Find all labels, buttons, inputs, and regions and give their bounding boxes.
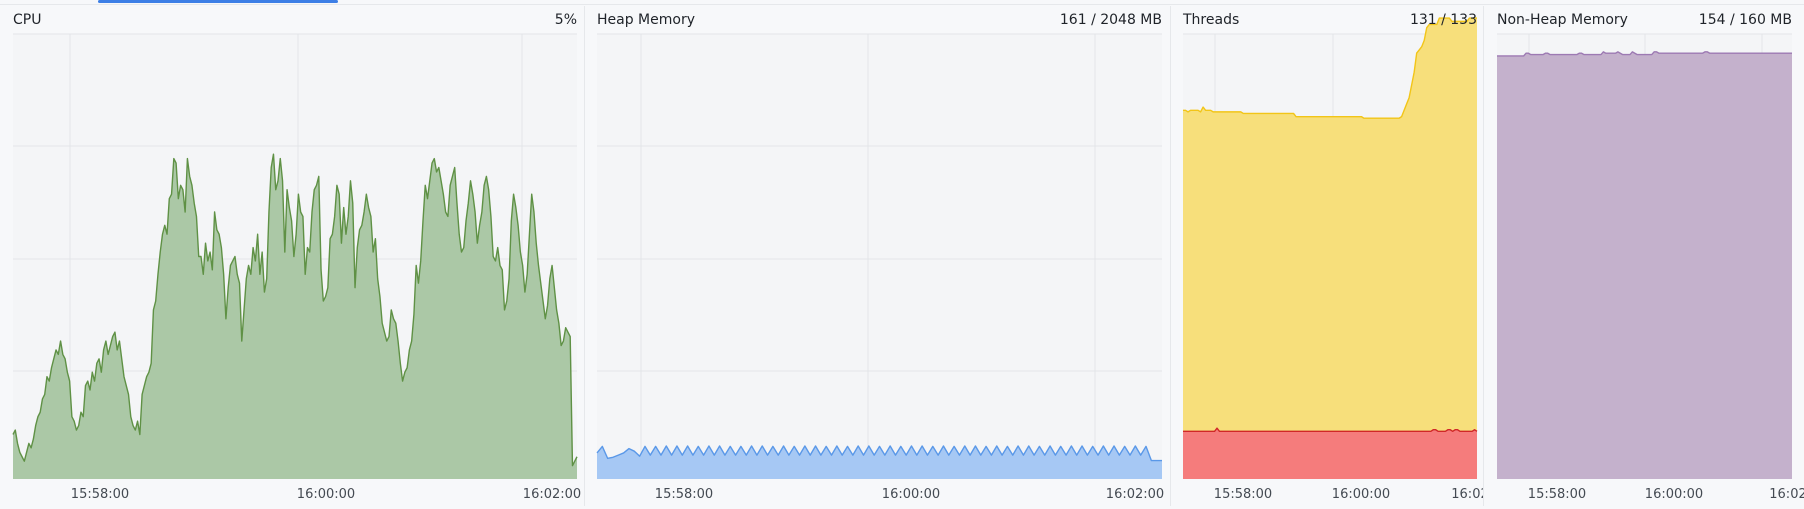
- panel-divider: [1170, 6, 1171, 506]
- top-loading-bar: [0, 0, 1804, 4]
- series-area: [1497, 51, 1792, 479]
- x-tick-label: 16:02: [1769, 487, 1804, 502]
- threads-value: 131 / 133: [1409, 12, 1477, 28]
- series-line: [12, 153, 578, 467]
- series-line: [1183, 427, 1478, 433]
- x-tick-label: 16:02:00: [1106, 487, 1164, 502]
- x-tick-label: 16:00:00: [1332, 487, 1390, 502]
- threads-title: Threads: [1183, 12, 1240, 28]
- heap-memory-value: 161 / 2048 MB: [1059, 12, 1162, 28]
- panel-divider: [1483, 6, 1484, 506]
- x-tick-label: 16:00:00: [1645, 487, 1703, 502]
- cpu-panel: 15:58:00 16:00:00 16:02:00 CPU 5%: [0, 6, 584, 506]
- chart-svg: 15:58:00 16:00:00 16:02:00: [596, 33, 1164, 502]
- x-tick-label: 15:58:00: [655, 487, 713, 502]
- chart-svg: 15:58:00 16:00:00 16:02: [1497, 33, 1804, 502]
- cpu-value: 5%: [554, 12, 577, 28]
- cpu-title: CPU: [13, 12, 42, 28]
- series-area: [1183, 428, 1477, 479]
- heap-memory-panel: 15:58:00 16:00:00 16:02:00 Heap Memory 161…: [585, 6, 1170, 506]
- x-tick-label: 15:58:00: [71, 487, 129, 502]
- series-line: [596, 445, 1162, 462]
- top-divider: [0, 4, 1804, 5]
- x-tick-label: 15:58:00: [1214, 487, 1272, 502]
- non-heap-memory-panel: 15:58:00 16:00:00 16:02 Non-Heap Memory 15…: [1484, 6, 1804, 506]
- series-area: [13, 154, 577, 479]
- active-tab-indicator: [98, 0, 338, 3]
- panel-divider: [584, 6, 585, 506]
- x-tick-label: 16:00:00: [297, 487, 355, 502]
- non-heap-memory-title: Non-Heap Memory: [1497, 12, 1628, 28]
- plot-background: [597, 34, 1162, 479]
- x-tick-label: 16:02: [1451, 487, 1483, 502]
- x-tick-label: 15:58:00: [1528, 487, 1586, 502]
- series-area: [1183, 18, 1477, 480]
- non-heap-memory-value: 154 / 160 MB: [1698, 12, 1792, 28]
- x-tick-label: 16:02:00: [523, 487, 581, 502]
- heap-memory-title: Heap Memory: [597, 12, 695, 28]
- chart-svg: 15:58:00 16:00:00 16:02: [1183, 17, 1483, 502]
- series-line: [1183, 17, 1477, 119]
- series-area: [597, 445, 1162, 479]
- threads-panel: 15:58:00 16:00:00 16:02 Threads 131 / 133: [1171, 6, 1483, 506]
- chart-svg: 15:58:00 16:00:00 16:02:00: [12, 33, 581, 502]
- x-tick-label: 16:00:00: [882, 487, 940, 502]
- series-line: [1497, 51, 1792, 57]
